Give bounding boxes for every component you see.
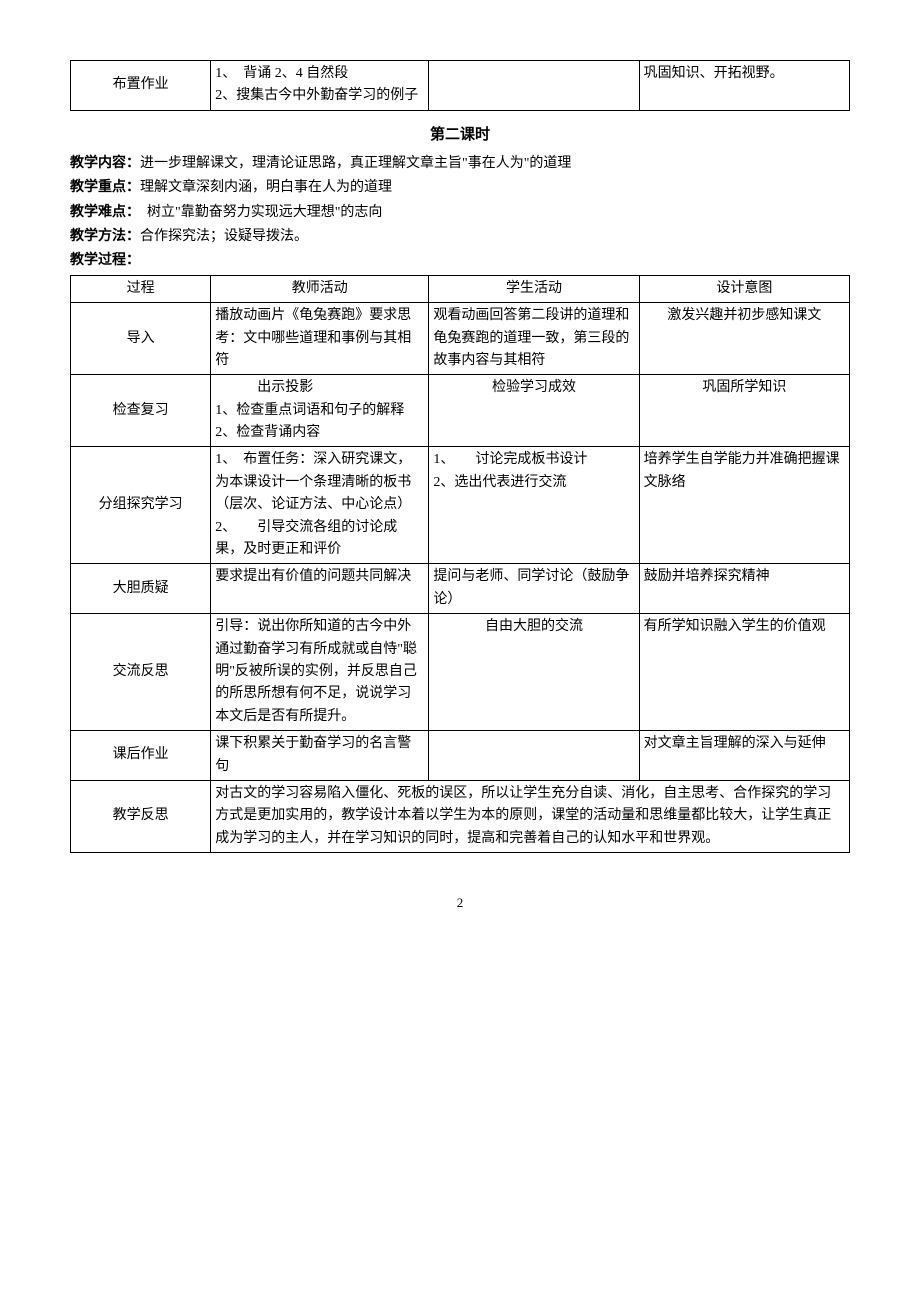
meta-label: 教学重点： (70, 180, 140, 195)
table-header-row: 过程 教师活动 学生活动 设计意图 (71, 275, 850, 302)
meta-method: 教学方法：合作探究法；设疑导拨法。 (70, 226, 850, 248)
cell-intent: 巩固知识、开拓视野。 (639, 61, 849, 111)
cell-teacher: 引导：说出你所知道的古今中外通过勤奋学习有所成就或自恃"聪明"反被所误的实例，并… (211, 614, 429, 731)
cell-student (429, 61, 639, 111)
meta-label: 教学内容： (70, 156, 140, 171)
meta-difficulty: 教学难点： 树立"靠勤奋努力实现远大理想"的志向 (70, 202, 850, 224)
table-row: 交流反思 引导：说出你所知道的古今中外通过勤奋学习有所成就或自恃"聪明"反被所误… (71, 614, 850, 731)
cell-teacher: 1、 背诵 2、4 自然段 2、搜集古今中外勤奋学习的例子 (211, 61, 429, 111)
cell-teacher: 课下积累关于勤奋学习的名言警句 (211, 731, 429, 781)
meta-content: 教学内容：进一步理解课文，理清论证思路，真正理解文章主旨"事在人为"的道理 (70, 153, 850, 175)
header-process: 过程 (71, 275, 211, 302)
cell-label: 大胆质疑 (71, 564, 211, 614)
cell-label: 分组探究学习 (71, 447, 211, 564)
cell-label: 教学反思 (71, 780, 211, 852)
lesson-title: 第二课时 (70, 123, 850, 147)
cell-student: 提问与老师、同学讨论（鼓励争论） (429, 564, 639, 614)
cell-student: 1、 讨论完成板书设计 2、选出代表进行交流 (429, 447, 639, 564)
table-row: 布置作业 1、 背诵 2、4 自然段 2、搜集古今中外勤奋学习的例子 巩固知识、… (71, 61, 850, 111)
meta-text: 理解文章深刻内涵，明白事在人为的道理 (140, 180, 392, 195)
meta-label: 教学方法： (70, 229, 140, 244)
header-intent: 设计意图 (639, 275, 849, 302)
cell-intent: 有所学知识融入学生的价值观 (639, 614, 849, 731)
meta-process: 教学过程： (70, 250, 850, 272)
cell-teacher: 1、 布置任务：深入研究课文，为本课设计一个条理清晰的板书（层次、论证方法、中心… (211, 447, 429, 564)
meta-text: 树立"靠勤奋努力实现远大理想"的志向 (133, 205, 382, 220)
table-row: 分组探究学习 1、 布置任务：深入研究课文，为本课设计一个条理清晰的板书（层次、… (71, 447, 850, 564)
meta-focus: 教学重点：理解文章深刻内涵，明白事在人为的道理 (70, 177, 850, 199)
table-row: 大胆质疑 要求提出有价值的问题共同解决 提问与老师、同学讨论（鼓励争论） 鼓励并… (71, 564, 850, 614)
meta-text: 合作探究法；设疑导拨法。 (140, 229, 308, 244)
cell-intent: 对文章主旨理解的深入与延伸 (639, 731, 849, 781)
cell-intent: 激发兴趣并初步感知课文 (639, 303, 849, 375)
meta-text: 进一步理解课文，理清论证思路，真正理解文章主旨"事在人为"的道理 (140, 156, 571, 171)
table-row: 课后作业 课下积累关于勤奋学习的名言警句 对文章主旨理解的深入与延伸 (71, 731, 850, 781)
cell-intent: 巩固所学知识 (639, 375, 849, 447)
cell-intent: 鼓励并培养探究精神 (639, 564, 849, 614)
header-teacher: 教师活动 (211, 275, 429, 302)
table-row: 教学反思 对古文的学习容易陷入僵化、死板的误区，所以让学生充分自读、消化，自主思… (71, 780, 850, 852)
cell-label: 布置作业 (71, 61, 211, 111)
table-row: 导入 播放动画片《龟兔赛跑》要求思考：文中哪些道理和事例与其相符 观看动画回答第… (71, 303, 850, 375)
cell-student: 观看动画回答第二段讲的道理和龟兔赛跑的道理一致，第三段的故事内容与其相符 (429, 303, 639, 375)
cell-label: 检查复习 (71, 375, 211, 447)
table-top-fragment: 布置作业 1、 背诵 2、4 自然段 2、搜集古今中外勤奋学习的例子 巩固知识、… (70, 60, 850, 111)
cell-label: 课后作业 (71, 731, 211, 781)
cell-teacher: 播放动画片《龟兔赛跑》要求思考：文中哪些道理和事例与其相符 (211, 303, 429, 375)
table-row: 检查复习 出示投影 1、检查重点词语和句子的解释 2、检查背诵内容 检验学习成效… (71, 375, 850, 447)
meta-label: 教学过程： (70, 253, 140, 268)
header-student: 学生活动 (429, 275, 639, 302)
cell-student: 自由大胆的交流 (429, 614, 639, 731)
cell-label: 交流反思 (71, 614, 211, 731)
page-container: 布置作业 1、 背诵 2、4 自然段 2、搜集古今中外勤奋学习的例子 巩固知识、… (70, 60, 850, 914)
cell-intent: 培养学生自学能力并准确把握课文脉络 (639, 447, 849, 564)
cell-teacher: 出示投影 1、检查重点词语和句子的解释 2、检查背诵内容 (211, 375, 429, 447)
cell-student (429, 731, 639, 781)
cell-label: 导入 (71, 303, 211, 375)
page-number: 2 (70, 893, 850, 914)
cell-student: 检验学习成效 (429, 375, 639, 447)
cell-teacher: 要求提出有价值的问题共同解决 (211, 564, 429, 614)
meta-label: 教学难点： (70, 205, 133, 220)
cell-reflection-merged: 对古文的学习容易陷入僵化、死板的误区，所以让学生充分自读、消化，自主思考、合作探… (211, 780, 850, 852)
table-lesson2: 过程 教师活动 学生活动 设计意图 导入 播放动画片《龟兔赛跑》要求思考：文中哪… (70, 275, 850, 853)
